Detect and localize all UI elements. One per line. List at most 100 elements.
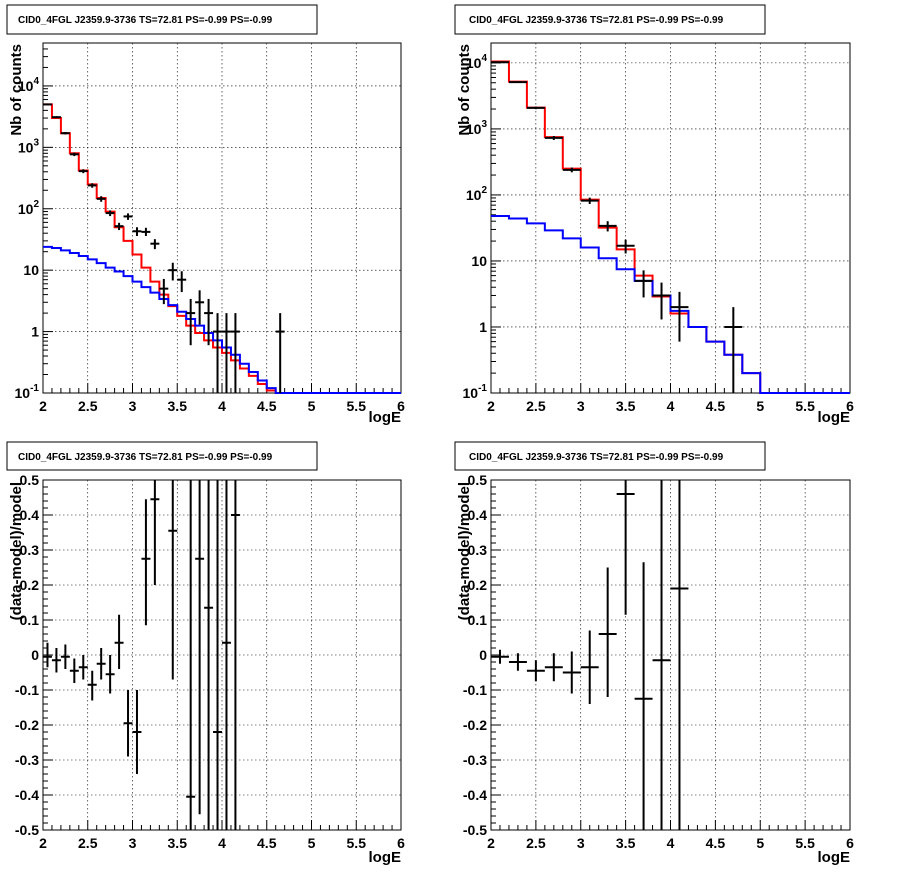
y-tick-label: 10-1 — [463, 383, 488, 401]
x-tick-label: 2.5 — [78, 835, 98, 851]
data-point — [78, 169, 88, 174]
y-tick-label: 0 — [479, 647, 487, 663]
y-tick-base: 10 — [466, 187, 482, 203]
y-tick-label: -0.1 — [15, 682, 39, 698]
y-axis-title: Nb of counts — [456, 44, 473, 136]
y-tick-label: 0.3 — [468, 542, 488, 558]
model-background-line — [43, 245, 401, 394]
data-point — [230, 313, 240, 393]
data-point — [168, 262, 178, 281]
plot-frame-3: 2 2.5 3 3.5 4 4.5 5 5.5 6 -0.5 -0.4 -0.3 -0.2 -0.1 0 0.… — [463, 472, 854, 851]
data-point — [195, 480, 205, 815]
data-point — [724, 307, 743, 393]
x-tick-label: 2 — [487, 835, 495, 851]
data-point — [78, 655, 88, 680]
y-tick-label: 102 — [466, 185, 488, 203]
y-tick-exponent: -1 — [478, 383, 487, 394]
y-tick-label: 0.5 — [468, 472, 488, 488]
data-point — [222, 313, 231, 393]
data-point — [114, 614, 124, 669]
x-tick-label: 4.5 — [257, 835, 277, 851]
y-tick-exponent: -1 — [30, 383, 39, 394]
data-point — [526, 660, 545, 682]
x-tick-label: 4 — [218, 835, 226, 851]
x-tick-label: 3.5 — [168, 398, 188, 414]
chart-title: CID0_4FGL J2359.9-3736 TS=72.81 PS=-0.99… — [18, 452, 273, 463]
x-tick-label: 6 — [397, 835, 405, 851]
y-tick-label: -0.2 — [15, 717, 39, 733]
y-tick-base: 10 — [15, 385, 31, 401]
y-tick-label: 0.3 — [20, 542, 40, 558]
y-tick-label: -0.3 — [463, 752, 487, 768]
data-point — [105, 655, 115, 694]
y-tick-label: -0.1 — [463, 682, 487, 698]
data-point — [60, 131, 70, 135]
data-point — [634, 562, 653, 830]
data-point — [491, 649, 509, 664]
data-point — [105, 210, 115, 217]
data-point — [87, 183, 97, 188]
y-tick-label: -0.2 — [463, 717, 487, 733]
data-point — [213, 313, 222, 393]
data-point — [544, 136, 563, 140]
panel-bottom-right: 2 2.5 3 3.5 4 4.5 5 5.5 6 -0.5 -0.4 -0.3 -0.2 -0.1 0 0.… — [454, 441, 854, 866]
title-box — [6, 441, 318, 471]
data-point — [204, 298, 214, 346]
data-point — [652, 480, 671, 830]
title-box — [454, 441, 766, 471]
x-axis-title: logE — [369, 409, 402, 426]
data-point — [616, 480, 635, 615]
x-tick-label: 2 — [39, 835, 47, 851]
x-tick-label: 4.5 — [257, 398, 277, 414]
data-point — [43, 103, 52, 106]
data-point — [275, 313, 285, 393]
y-tick-label: 0.1 — [468, 612, 488, 628]
plot-frame-2: 2 2.5 3 3.5 4 4.5 5 5.5 6 -0.5 -0.4 -0.3 -0.2 -0.1 0 0.… — [15, 472, 405, 851]
y-tick-base: 10 — [466, 121, 482, 137]
y-tick-base: 10 — [18, 78, 34, 94]
x-tick-label: 5.5 — [347, 398, 367, 414]
data-point — [634, 270, 653, 298]
data-point — [598, 221, 617, 232]
panel-bottom-left: 2 2.5 3 3.5 4 4.5 5 5.5 6 -0.5 -0.4 -0.3 -0.2 -0.1 0 0.… — [6, 441, 405, 866]
data-point — [562, 651, 581, 694]
data-point — [114, 222, 124, 231]
data-point — [213, 480, 222, 830]
x-tick-label: 5 — [756, 835, 764, 851]
chart-title: CID0_4FGL J2359.9-3736 TS=72.81 PS=-0.99… — [18, 15, 273, 26]
data-point — [670, 291, 689, 342]
data-point — [51, 116, 61, 119]
x-tick-label: 3.5 — [168, 835, 188, 851]
data-point — [186, 480, 196, 830]
x-tick-label: 3.5 — [616, 835, 636, 851]
x-tick-label: 3 — [577, 835, 585, 851]
data-point — [177, 271, 187, 293]
data-point — [195, 290, 205, 325]
data-point — [132, 690, 142, 774]
data-point — [652, 282, 671, 320]
x-tick-label: 2.5 — [526, 835, 546, 851]
data-point — [598, 567, 617, 697]
y-tick-label: 0 — [31, 647, 39, 663]
title-box — [6, 4, 318, 35]
data-point — [51, 648, 61, 673]
y-tick-label: -0.3 — [15, 752, 39, 768]
x-tick-label: 5 — [756, 398, 764, 414]
data-point — [616, 239, 635, 254]
data-point — [159, 278, 169, 305]
y-tick-exponent: 4 — [33, 76, 39, 87]
y-tick-label: 0.2 — [20, 577, 40, 593]
data-point — [123, 690, 133, 757]
y-tick-label: 1 — [31, 324, 39, 340]
y-tick-base: 10 — [18, 139, 34, 155]
x-tick-label: 2.5 — [78, 398, 98, 414]
data-point — [670, 480, 689, 830]
data-point — [150, 480, 160, 585]
y-tick-label: 10 — [23, 262, 39, 278]
y-tick-label: 0.4 — [20, 507, 40, 523]
model-background-line — [491, 214, 850, 394]
